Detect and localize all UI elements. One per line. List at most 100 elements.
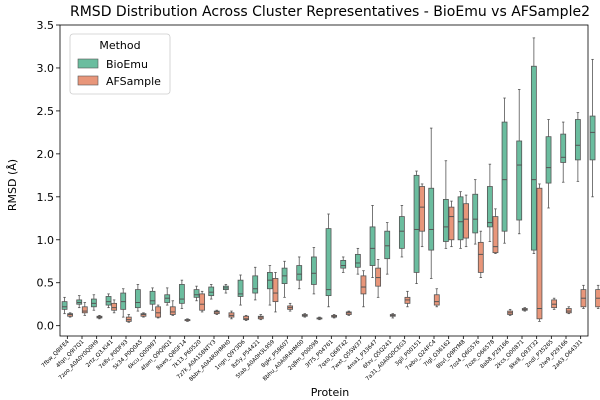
- box-afsample-6: [156, 305, 161, 318]
- legend-swatch-afsample: [78, 76, 98, 85]
- box-afsample-18: [332, 315, 337, 318]
- y-tick-label: 2.0: [37, 148, 55, 161]
- box-bioemu-11: [223, 284, 228, 293]
- box-bioemu-23: [399, 205, 404, 257]
- y-tick-label: 2.5: [37, 105, 55, 118]
- box-afsample-5: [141, 313, 146, 317]
- box-body: [546, 137, 551, 183]
- box-afsample-28: [478, 231, 483, 277]
- box-bioemu-15: [282, 261, 287, 297]
- box-afsample-24: [420, 184, 425, 247]
- box-body: [135, 290, 140, 308]
- legend-label-afsample: AFSample: [106, 75, 161, 88]
- box-bioemu-17: [311, 248, 316, 294]
- box-body: [170, 307, 175, 315]
- box-bioemu-4: [121, 289, 126, 317]
- box-body: [434, 295, 439, 305]
- y-axis-label: RMSD (Å): [6, 159, 19, 211]
- box-afsample-27: [464, 195, 469, 247]
- box-bioemu-35: [575, 113, 580, 182]
- box-body: [209, 287, 214, 296]
- box-body: [443, 199, 448, 241]
- y-tick-label: 1.0: [37, 234, 55, 247]
- box-bioemu-26: [443, 161, 448, 249]
- box-afsample-22: [390, 314, 395, 318]
- box-body: [517, 141, 522, 220]
- box-bioemu-13: [253, 267, 258, 300]
- box-body: [493, 217, 498, 253]
- box-afsample-14: [273, 272, 278, 312]
- box-body: [253, 276, 258, 293]
- box-afsample-15: [288, 303, 293, 311]
- box-body: [473, 194, 478, 233]
- box-body: [361, 276, 366, 294]
- box-body: [561, 134, 566, 162]
- box-afsample-32: [537, 184, 542, 321]
- box-afsample-10: [214, 310, 219, 314]
- box-bioemu-21: [370, 205, 375, 277]
- y-tick-label: 0.5: [37, 277, 55, 290]
- box-afsample-29: [493, 209, 498, 254]
- box-afsample-30: [508, 309, 513, 315]
- box-body: [502, 122, 507, 231]
- box-body: [150, 291, 155, 304]
- box-afsample-25: [434, 289, 439, 307]
- legend-label-bioemu: BioEmu: [106, 58, 148, 71]
- box-body: [537, 188, 542, 319]
- box-bioemu-14: [267, 266, 272, 306]
- box-afsample-35: [581, 285, 586, 308]
- box-bioemu-33: [546, 120, 551, 208]
- box-body: [179, 284, 184, 303]
- box-afsample-36: [596, 285, 600, 308]
- box-body: [385, 231, 390, 258]
- box-body: [82, 307, 87, 313]
- box-bioemu-0: [62, 297, 67, 313]
- box-body: [464, 204, 469, 238]
- box-afsample-33: [552, 298, 557, 309]
- box-bioemu-7: [165, 288, 170, 305]
- box-bioemu-36: [590, 59, 595, 196]
- box-afsample-9: [200, 291, 205, 312]
- y-tick-label: 0.0: [37, 320, 55, 333]
- box-afsample-20: [361, 271, 366, 307]
- box-body: [341, 260, 346, 268]
- box-body: [590, 116, 595, 160]
- box-bioemu-9: [194, 286, 199, 301]
- box-afsample-34: [566, 307, 571, 314]
- box-afsample-4: [126, 315, 131, 323]
- box-afsample-13: [258, 315, 263, 320]
- box-afsample-11: [229, 311, 234, 319]
- box-bioemu-10: [209, 284, 214, 299]
- box-body: [273, 278, 278, 301]
- y-tick-label: 3.5: [37, 19, 55, 32]
- box-afsample-17: [317, 317, 322, 320]
- box-bioemu-20: [355, 248, 360, 274]
- y-tick-label: 3.0: [37, 62, 55, 75]
- box-bioemu-6: [150, 288, 155, 310]
- box-afsample-19: [346, 311, 351, 315]
- box-body: [62, 302, 67, 310]
- box-bioemu-2: [91, 295, 96, 310]
- box-body: [414, 175, 419, 272]
- box-body: [200, 294, 205, 310]
- box-body: [326, 229, 331, 296]
- box-bioemu-18: [326, 214, 331, 307]
- chart-title: RMSD Distribution Across Cluster Represe…: [70, 4, 590, 20]
- box-body: [458, 197, 463, 240]
- legend-title: Method: [99, 39, 140, 52]
- box-afsample-31: [522, 308, 527, 311]
- box-bioemu-34: [561, 122, 566, 182]
- box-afsample-23: [405, 291, 410, 306]
- box-bioemu-22: [385, 223, 390, 275]
- box-body: [478, 242, 483, 272]
- box-bioemu-5: [135, 284, 140, 311]
- box-bioemu-1: [77, 296, 82, 308]
- legend: Method BioEmu AFSample: [70, 34, 170, 94]
- box-bioemu-8: [179, 280, 184, 308]
- box-afsample-2: [97, 315, 102, 318]
- box-bioemu-24: [414, 171, 419, 284]
- box-body: [156, 307, 161, 317]
- box-body: [575, 120, 580, 160]
- box-bioemu-31: [517, 89, 522, 233]
